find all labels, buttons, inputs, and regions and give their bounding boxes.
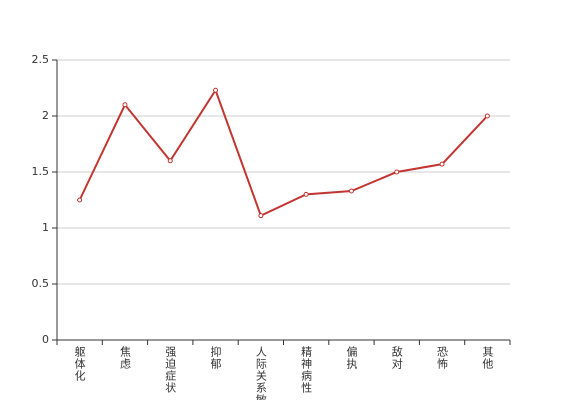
data-point [167,158,173,164]
series-line [78,87,489,218]
x-tick-label: 焦虑 [118,346,131,370]
x-tick-label: 偏执 [345,345,358,370]
y-tick-label: 1 [42,221,49,234]
x-tick-label: 强迫症状 [164,346,177,394]
y-tick-label: 0.5 [32,277,50,290]
y-tick-label: 2.5 [32,53,50,66]
x-tick-label: 恐怖 [436,346,449,370]
data-point [439,161,445,167]
data-point [484,113,490,119]
data-point [258,213,264,219]
data-point [348,188,354,194]
data-point [213,87,219,93]
y-tick-label: 0 [42,333,49,346]
x-tick-label: 人际关系敏感 [254,346,267,400]
x-tick-label: 躯体化 [73,346,86,382]
x-tick-label: 精神病性 [300,346,313,394]
x-tick-label: 其他 [481,346,494,370]
x-tick-label: 敌对 [390,345,403,370]
data-point [77,197,83,203]
y-tick-label: 1.5 [32,165,50,178]
data-point [394,169,400,175]
x-tick-label: 抑郁 [209,345,222,370]
data-point [303,191,309,197]
y-tick-label: 2 [42,109,49,122]
data-point [122,102,128,108]
